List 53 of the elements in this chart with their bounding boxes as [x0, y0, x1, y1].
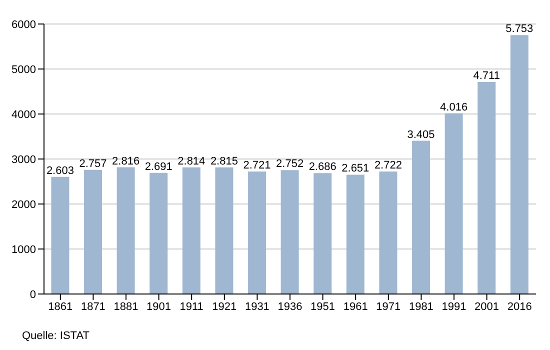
y-tick-label: 1000 [12, 244, 36, 256]
x-tick-label: 1921 [212, 300, 237, 313]
bar [478, 82, 496, 294]
data-label: 2.603 [46, 164, 74, 177]
data-label: 5.753 [506, 23, 534, 36]
y-tick-label: 4000 [12, 108, 36, 121]
bar [444, 113, 463, 294]
bar [280, 170, 299, 294]
data-label: 2.814 [178, 155, 206, 168]
x-tick-label: 1951 [310, 300, 336, 313]
bar [182, 167, 200, 294]
data-label: 2.651 [342, 162, 370, 175]
x-tick-label: 2001 [474, 300, 500, 313]
x-tick-label: 1991 [442, 300, 466, 313]
data-label: 2.691 [144, 160, 172, 173]
x-tick-label: 2016 [507, 300, 532, 313]
y-tick-label: 2000 [12, 198, 36, 211]
bar [84, 170, 102, 294]
bar [116, 167, 135, 294]
data-label: 3.405 [407, 128, 435, 141]
bar [51, 176, 70, 294]
data-label: 2.815 [210, 155, 238, 168]
bar [215, 167, 234, 294]
source-note: Quelle: ISTAT [22, 330, 90, 342]
x-tick-label: 1936 [278, 300, 302, 313]
bar [346, 174, 364, 294]
x-tick-label: 1911 [180, 300, 204, 313]
data-label: 2.816 [112, 155, 140, 168]
x-tick-label: 1961 [343, 300, 368, 313]
x-tick-label: 1871 [80, 300, 106, 313]
data-label: 2.757 [79, 158, 107, 170]
bar [379, 172, 398, 294]
x-tick-label: 1881 [114, 300, 138, 313]
y-tick-label: 6000 [12, 18, 36, 31]
y-tick-label: 0 [30, 288, 36, 301]
data-label: 4.711 [473, 70, 500, 82]
data-label: 4.016 [440, 101, 468, 114]
x-tick-label: 1981 [408, 300, 434, 313]
bar [510, 35, 528, 294]
x-tick-label: 1861 [48, 300, 73, 313]
x-tick-label: 1901 [146, 300, 172, 313]
bar [248, 172, 266, 294]
data-label: 2.722 [374, 160, 402, 172]
bar [314, 173, 332, 294]
bar [412, 140, 430, 294]
bar [150, 172, 168, 294]
x-tick-label: 1971 [376, 300, 401, 313]
data-label: 2.686 [308, 161, 336, 174]
data-label: 2.752 [276, 158, 304, 170]
data-label: 2.721 [243, 160, 271, 172]
x-tick-label: 1931 [244, 300, 270, 313]
y-tick-label: 5000 [12, 64, 36, 76]
y-tick-label: 3000 [12, 154, 36, 166]
